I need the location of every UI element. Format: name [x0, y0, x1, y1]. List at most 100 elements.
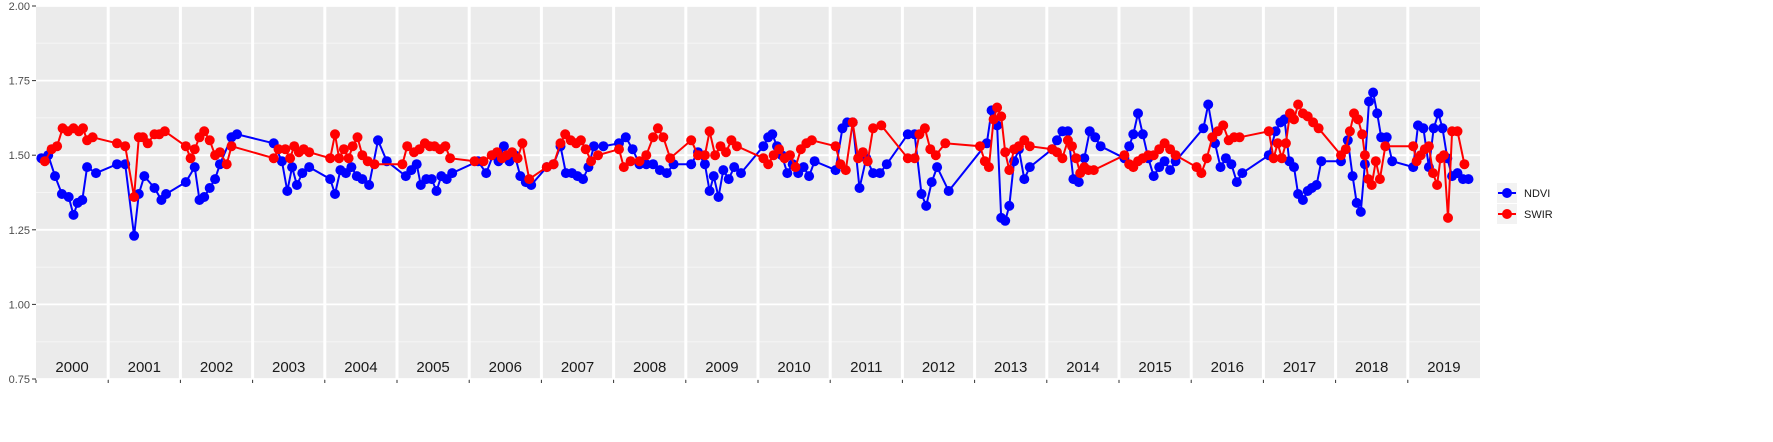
ndvi-point — [82, 162, 93, 173]
ndvi-point — [1297, 195, 1308, 205]
facet-label-2009: 2009 — [705, 359, 738, 376]
swir-point — [347, 141, 358, 152]
facet-label-2007: 2007 — [561, 359, 594, 376]
legend-key-point-swir — [1502, 209, 1512, 219]
swir-point — [338, 144, 349, 155]
swir-point — [1313, 123, 1324, 134]
facet-label-2015: 2015 — [1138, 359, 1171, 376]
swir-point — [693, 150, 703, 161]
swir-point — [648, 132, 659, 143]
ndvi-point — [627, 144, 638, 155]
swir-point — [1459, 159, 1470, 170]
ndvi-point — [357, 174, 368, 185]
ndvi-point — [578, 174, 588, 185]
ndvi-point — [1368, 87, 1379, 98]
swir-point — [774, 144, 785, 155]
swir-point — [699, 150, 710, 161]
ndvi-point — [1231, 177, 1242, 188]
swir-point — [1353, 114, 1364, 125]
swir-point — [1293, 99, 1304, 110]
swir-point — [330, 129, 340, 140]
y-tick-label: 1.50 — [9, 150, 30, 162]
ndvi-point — [1463, 174, 1474, 185]
ndvi-point — [1019, 174, 1030, 185]
swir-point — [402, 141, 413, 152]
swir-point — [593, 150, 603, 161]
swir-point — [369, 159, 380, 170]
y-tick-label: 1.75 — [9, 76, 30, 88]
swir-point — [268, 153, 279, 164]
swir-point — [226, 141, 237, 152]
swir-point — [1004, 165, 1015, 176]
ndvi-point — [1289, 162, 1299, 173]
swir-point — [478, 156, 489, 167]
swir-point — [1268, 153, 1279, 164]
swir-point — [652, 123, 663, 134]
ndvi-point — [139, 171, 150, 182]
swir-point — [665, 153, 676, 164]
ndvi-point — [1355, 206, 1366, 217]
swir-point — [1432, 180, 1443, 190]
swir-point — [129, 192, 140, 202]
swir-point — [575, 135, 586, 146]
ndvi-point — [161, 189, 172, 199]
y-tick-label: 1.00 — [9, 299, 30, 311]
swir-point — [334, 153, 345, 164]
swir-point — [1280, 138, 1291, 149]
swir-point — [641, 150, 652, 161]
swir-point — [445, 153, 456, 164]
facet-label-2014: 2014 — [1066, 359, 1099, 376]
ndvi-point — [1203, 99, 1214, 110]
swir-point — [1218, 120, 1229, 131]
y-tick-label: 2.00 — [9, 1, 30, 13]
swir-point — [548, 159, 559, 170]
swir-point — [512, 153, 523, 164]
ndvi-point — [282, 186, 293, 196]
ndvi-point — [232, 129, 242, 140]
ndvi-point — [149, 183, 160, 193]
ndvi-point — [364, 180, 375, 190]
ndvi-point — [729, 162, 740, 173]
ndvi-point — [1198, 123, 1209, 134]
ndvi-point — [63, 192, 74, 202]
ndvi-point — [426, 174, 437, 185]
swir-point — [1088, 165, 1099, 176]
swir-point — [1272, 138, 1283, 149]
y-axis: 0.75 1.00 1.25 1.50 1.75 2.00 — [9, 1, 1409, 386]
ndvi-point — [411, 159, 422, 170]
facet-label-2013: 2013 — [994, 359, 1027, 376]
ndvi-point — [1095, 141, 1106, 152]
swir-point — [199, 126, 210, 137]
ndvi-point — [1137, 129, 1148, 140]
swir-point — [204, 135, 215, 146]
swir-point — [180, 141, 191, 152]
legend-key-point-ndvi — [1502, 188, 1512, 198]
swir-point — [440, 141, 451, 152]
ndvi-point — [287, 162, 298, 173]
ndvi-point — [204, 183, 215, 193]
legend-label-ndvi: NDVI — [1524, 188, 1550, 200]
ndvi-point — [199, 192, 210, 202]
swir-point — [1340, 144, 1351, 155]
ndvi-point — [854, 183, 865, 193]
swir-point — [352, 132, 363, 143]
ndvi-point — [1004, 200, 1015, 211]
swir-point — [868, 123, 879, 134]
ndvi-point — [291, 180, 302, 190]
ndvi-point — [1237, 168, 1248, 179]
swir-point — [142, 138, 153, 149]
facet-panels: 2000 2001 2002 2003 2004 2005 2006 2007 2008 2009… — [36, 5, 1480, 380]
ndvi-point — [661, 168, 672, 179]
ndvi-point — [704, 186, 715, 196]
swir-point — [830, 141, 841, 152]
ndvi-point — [91, 168, 101, 179]
facet-label-2005: 2005 — [416, 359, 449, 376]
ndvi-point — [1226, 159, 1237, 170]
swir-point — [983, 162, 994, 173]
ndvi-point — [686, 159, 697, 170]
swir-point — [857, 147, 868, 158]
ndvi-point — [129, 230, 140, 241]
swir-point — [1024, 141, 1035, 152]
ndvi-point — [304, 162, 315, 173]
